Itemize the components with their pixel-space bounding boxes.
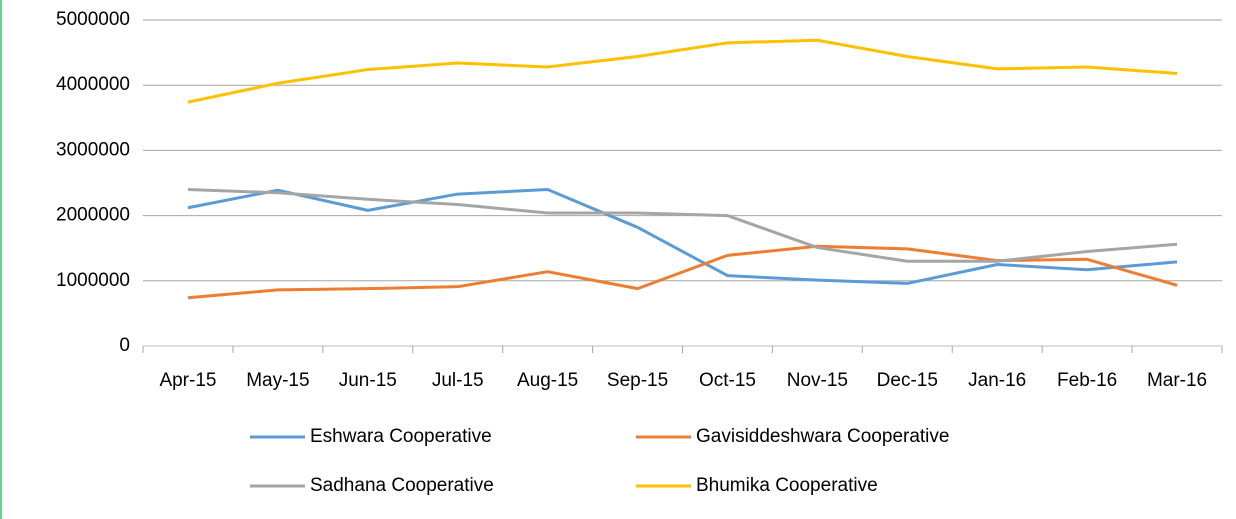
x-tick-label: Aug-15 bbox=[517, 370, 578, 391]
x-tick-label: Apr-15 bbox=[159, 370, 216, 391]
y-tick-label: 2000000 bbox=[56, 205, 130, 226]
x-tick-label: Jun-15 bbox=[339, 370, 397, 391]
x-tick-label: Oct-15 bbox=[699, 370, 756, 391]
x-tick-label: Dec-15 bbox=[877, 370, 938, 391]
legend-label: Eshwara Cooperative bbox=[310, 426, 492, 447]
series-line bbox=[187, 244, 1178, 300]
x-tick-label: Mar-16 bbox=[1147, 370, 1207, 391]
series-line bbox=[187, 38, 1178, 104]
legend-label: Gavisiddeshwara Cooperative bbox=[696, 426, 949, 447]
legend-label: Bhumika Cooperative bbox=[696, 475, 878, 496]
y-tick-label: 4000000 bbox=[56, 74, 130, 95]
y-tick-label: 1000000 bbox=[56, 270, 130, 291]
legend-label: Sadhana Cooperative bbox=[310, 475, 494, 496]
x-tick-label: Jul-15 bbox=[432, 370, 484, 391]
series-line bbox=[187, 188, 1178, 263]
y-tick-label: 5000000 bbox=[56, 9, 130, 30]
series-line bbox=[187, 188, 1178, 285]
x-tick-label: Jan-16 bbox=[968, 370, 1026, 391]
x-tick-label: May-15 bbox=[246, 370, 309, 391]
x-tick-label: Sep-15 bbox=[607, 370, 668, 391]
y-tick-label: 0 bbox=[119, 335, 130, 356]
x-tick-label: Nov-15 bbox=[787, 370, 848, 391]
y-tick-label: 3000000 bbox=[56, 139, 130, 160]
x-tick-label: Feb-16 bbox=[1057, 370, 1117, 391]
